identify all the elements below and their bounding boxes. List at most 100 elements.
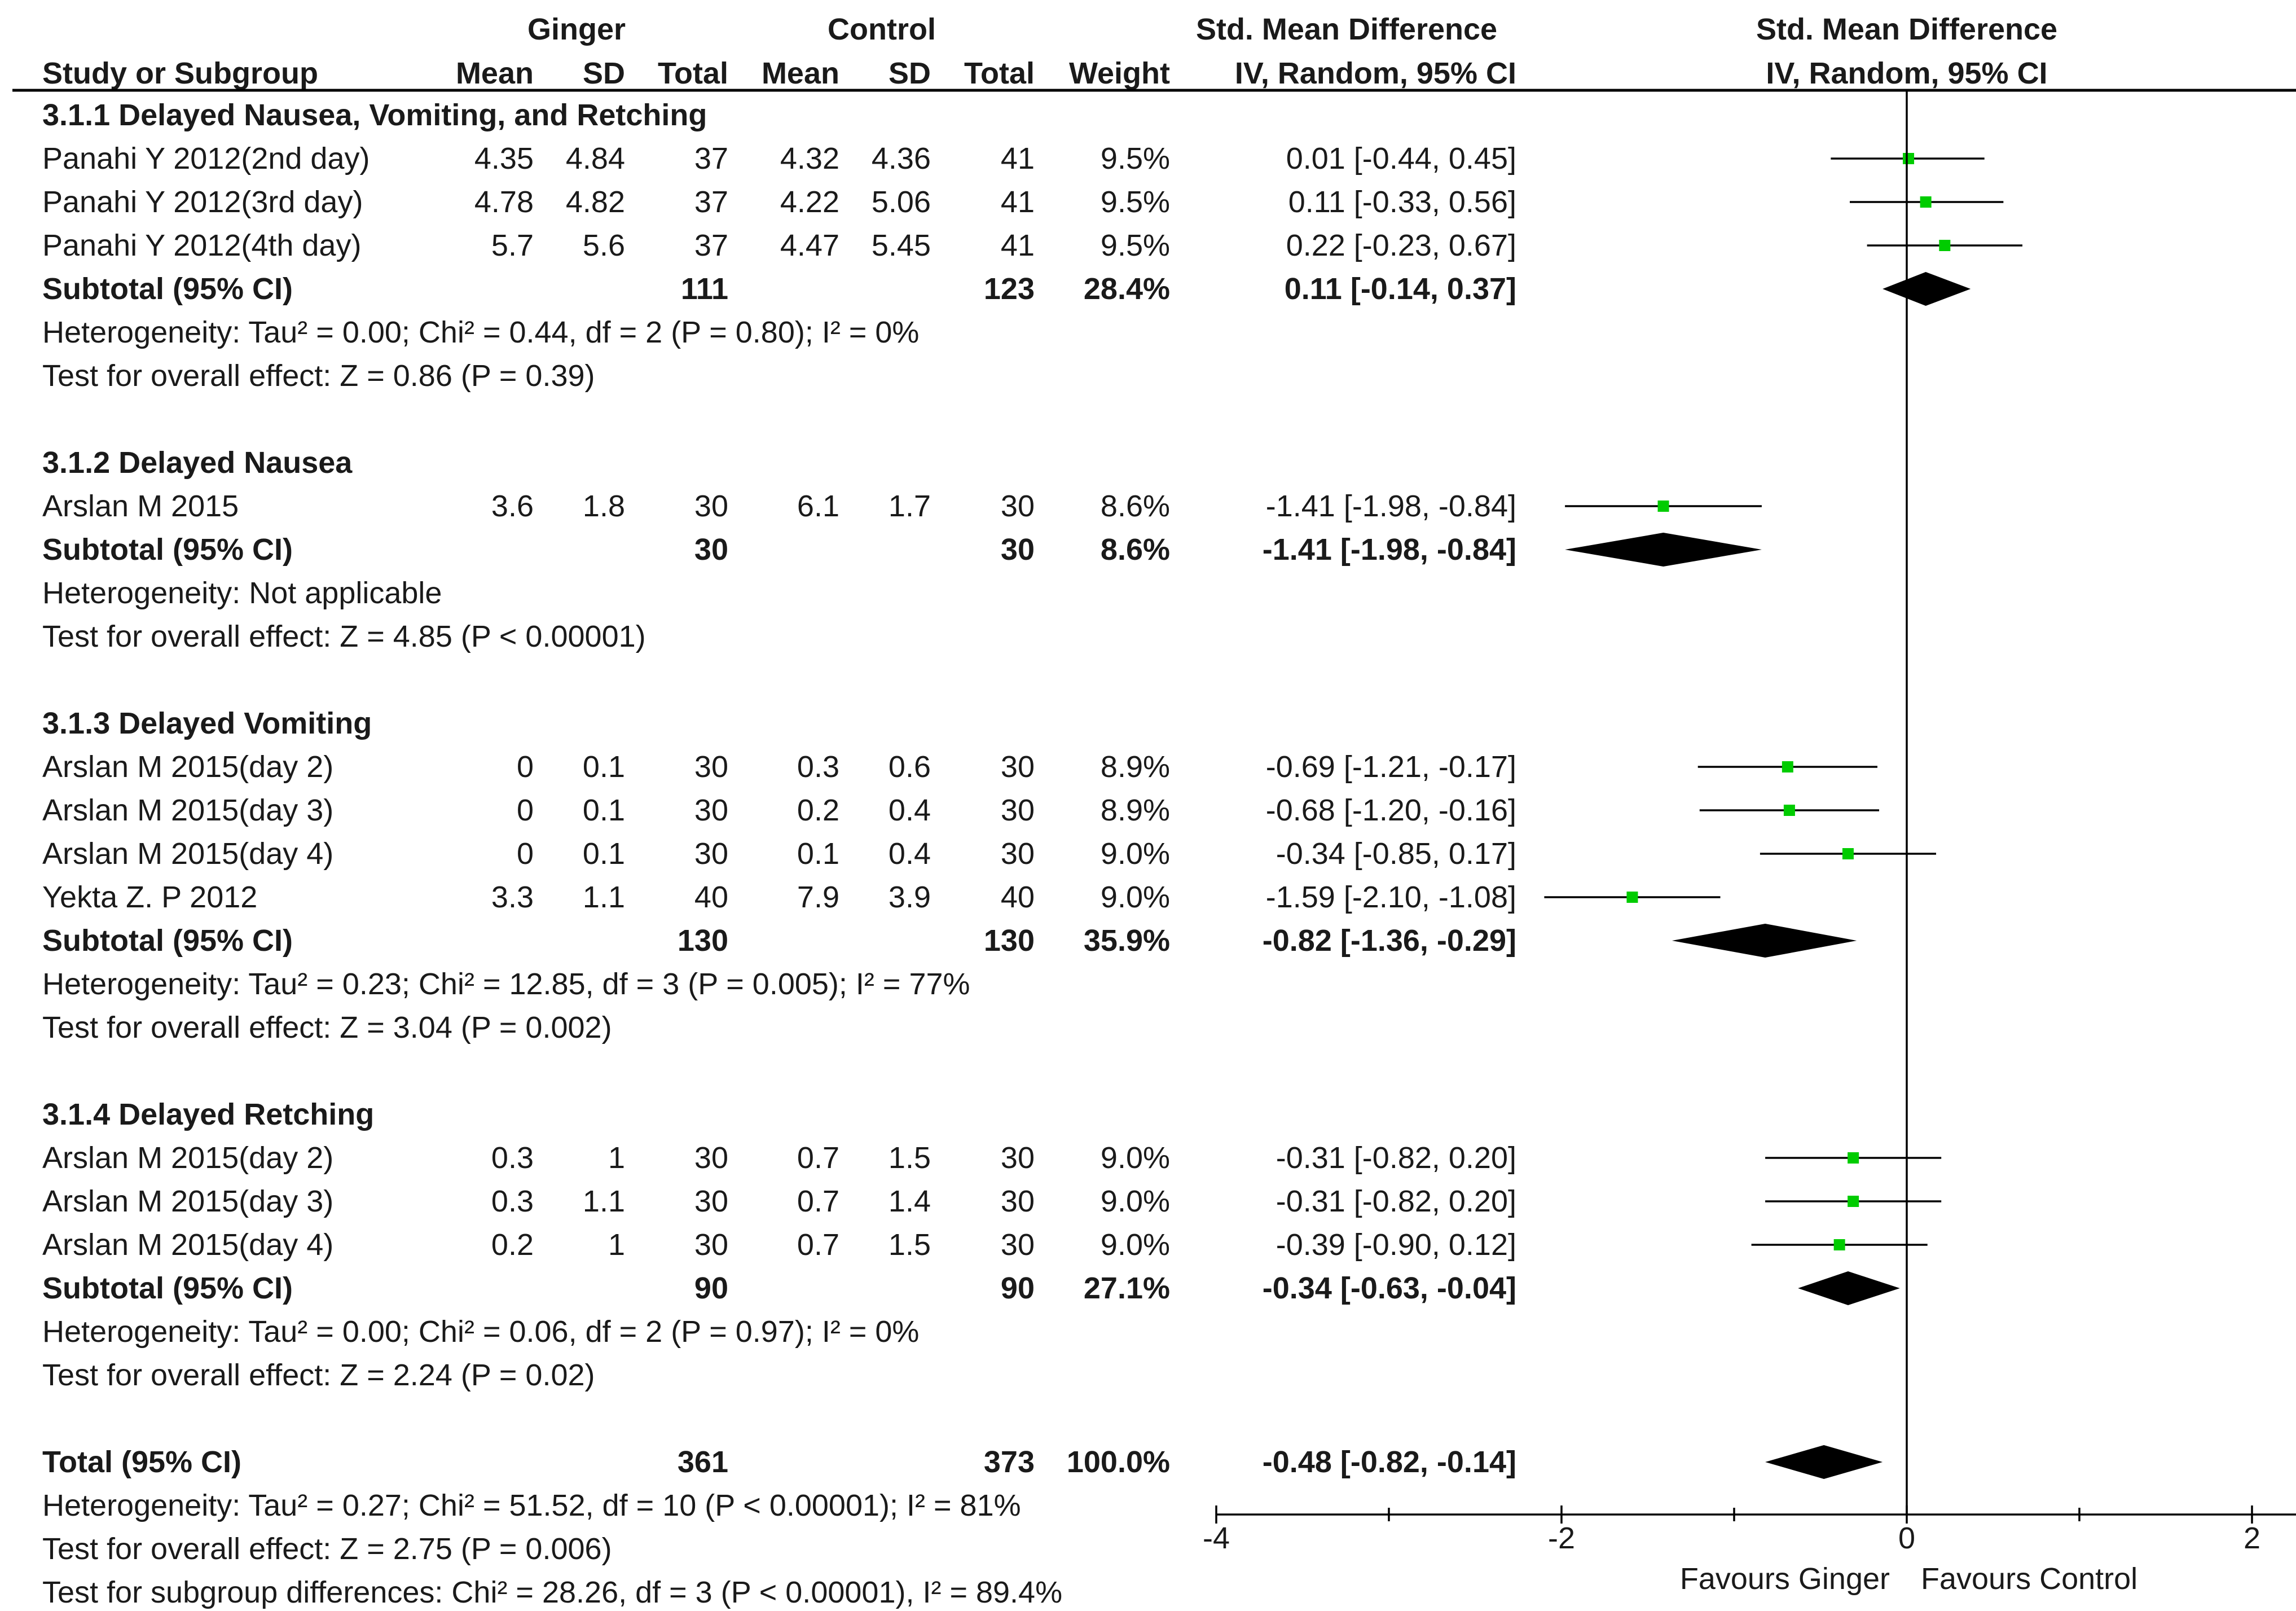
subtotal-diamond bbox=[1882, 272, 1971, 306]
study-point-estimate bbox=[1657, 501, 1669, 512]
study-name: Arslan M 2015(day 2) bbox=[42, 750, 333, 784]
study-ginger-mean: 5.7 bbox=[491, 229, 534, 262]
subtotal-diamond bbox=[1672, 924, 1857, 958]
study-control-sd: 1.4 bbox=[889, 1184, 931, 1218]
total-smd-ci: -0.48 [-0.82, -0.14] bbox=[1263, 1445, 1516, 1479]
subtotal-weight: 28.4% bbox=[1084, 272, 1170, 306]
study-ginger-sd: 5.6 bbox=[583, 229, 625, 262]
total-overall-effect: Test for overall effect: Z = 2.75 (P = 0… bbox=[42, 1532, 612, 1566]
study-control-sd: 4.36 bbox=[872, 142, 931, 175]
study-weight: 8.9% bbox=[1101, 750, 1170, 784]
study-point-estimate bbox=[1783, 805, 1795, 816]
study-name: Arslan M 2015(day 4) bbox=[42, 837, 333, 871]
study-ginger-total: 30 bbox=[694, 1228, 728, 1262]
study-name: Arslan M 2015(day 3) bbox=[42, 793, 333, 827]
study-weight: 9.0% bbox=[1101, 837, 1170, 871]
study-weight: 9.5% bbox=[1101, 142, 1170, 175]
study-control-total: 41 bbox=[1001, 229, 1035, 262]
study-weight: 9.0% bbox=[1101, 1141, 1170, 1175]
study-smd-ci: 0.22 [-0.23, 0.67] bbox=[1286, 229, 1516, 262]
study-smd-ci: -0.31 [-0.82, 0.20] bbox=[1276, 1184, 1516, 1218]
study-ginger-total: 40 bbox=[694, 880, 728, 914]
subgroup-overall-effect: Test for overall effect: Z = 2.24 (P = 0… bbox=[42, 1358, 595, 1392]
total-heterogeneity: Heterogeneity: Tau² = 0.27; Chi² = 51.52… bbox=[42, 1489, 1021, 1522]
study-point-estimate bbox=[1848, 1196, 1859, 1207]
study-control-sd: 1.7 bbox=[889, 489, 931, 523]
study-ginger-total: 37 bbox=[694, 142, 728, 175]
study-control-sd: 1.5 bbox=[889, 1141, 931, 1175]
header-study-or-subgroup: Study or Subgroup bbox=[42, 56, 318, 90]
study-ginger-total: 37 bbox=[694, 229, 728, 262]
study-control-total: 40 bbox=[1001, 880, 1035, 914]
subtotal-smd-ci: -0.82 [-1.36, -0.29] bbox=[1263, 924, 1516, 958]
study-control-total: 30 bbox=[1001, 1141, 1035, 1175]
header-smd-title-right: Std. Mean Difference bbox=[1756, 12, 2057, 46]
study-smd-ci: 0.01 [-0.44, 0.45] bbox=[1286, 142, 1516, 175]
header-control-mean: Mean bbox=[762, 56, 839, 90]
subtotal-ginger-total: 90 bbox=[694, 1271, 728, 1305]
subtotal-diamond bbox=[1798, 1271, 1900, 1305]
header-ginger-sd: SD bbox=[583, 56, 625, 90]
total-control: 373 bbox=[984, 1445, 1035, 1479]
study-control-sd: 0.6 bbox=[889, 750, 931, 784]
study-name: Panahi Y 2012(4th day) bbox=[42, 229, 361, 262]
study-point-estimate bbox=[1626, 892, 1638, 903]
x-axis-tick-label: -4 bbox=[1203, 1521, 1230, 1555]
study-ginger-sd: 4.82 bbox=[566, 185, 625, 219]
study-point-estimate bbox=[1848, 1152, 1859, 1164]
study-control-mean: 4.22 bbox=[780, 185, 839, 219]
header-ginger-total: Total bbox=[658, 56, 728, 90]
study-point-estimate bbox=[1833, 1239, 1845, 1250]
study-weight: 8.9% bbox=[1101, 793, 1170, 827]
x-axis-tick-label: 0 bbox=[1898, 1521, 1915, 1555]
study-control-total: 30 bbox=[1001, 837, 1035, 871]
study-ginger-mean: 0.3 bbox=[491, 1184, 534, 1218]
study-control-mean: 6.1 bbox=[797, 489, 839, 523]
study-control-total: 41 bbox=[1001, 185, 1035, 219]
subtotal-ginger-total: 130 bbox=[678, 924, 728, 958]
study-control-mean: 0.7 bbox=[797, 1141, 839, 1175]
study-control-mean: 0.7 bbox=[797, 1228, 839, 1262]
x-axis-tick-label: 2 bbox=[2244, 1521, 2260, 1555]
subgroup-overall-effect: Test for overall effect: Z = 3.04 (P = 0… bbox=[42, 1011, 612, 1044]
study-ginger-total: 30 bbox=[694, 1184, 728, 1218]
header-group-control: Control bbox=[828, 12, 936, 46]
study-ginger-total: 30 bbox=[694, 793, 728, 827]
subgroup-title: 3.1.3 Delayed Vomiting bbox=[42, 706, 372, 740]
study-smd-ci: -0.69 [-1.21, -0.17] bbox=[1266, 750, 1516, 784]
header-smd-sub-left: IV, Random, 95% CI bbox=[1235, 56, 1516, 90]
study-point-estimate bbox=[1920, 196, 1932, 208]
study-control-mean: 0.2 bbox=[797, 793, 839, 827]
study-smd-ci: -0.31 [-0.82, 0.20] bbox=[1276, 1141, 1516, 1175]
subtotal-control-total: 130 bbox=[984, 924, 1035, 958]
subgroup-heterogeneity: Heterogeneity: Not applicable bbox=[42, 576, 442, 610]
study-smd-ci: -0.68 [-1.20, -0.16] bbox=[1266, 793, 1516, 827]
study-ginger-mean: 4.35 bbox=[474, 142, 534, 175]
study-control-mean: 4.32 bbox=[780, 142, 839, 175]
subgroup-title: 3.1.1 Delayed Nausea, Vomiting, and Retc… bbox=[42, 98, 707, 132]
header-control-sd: SD bbox=[889, 56, 931, 90]
study-control-mean: 0.7 bbox=[797, 1184, 839, 1218]
study-control-sd: 0.4 bbox=[889, 793, 931, 827]
subtotal-control-total: 123 bbox=[984, 272, 1035, 306]
study-weight: 9.5% bbox=[1101, 185, 1170, 219]
header-weight: Weight bbox=[1069, 56, 1170, 90]
study-ginger-total: 30 bbox=[694, 750, 728, 784]
study-ginger-mean: 0 bbox=[517, 793, 534, 827]
study-control-total: 41 bbox=[1001, 142, 1035, 175]
study-control-mean: 7.9 bbox=[797, 880, 839, 914]
study-name: Yekta Z. P 2012 bbox=[42, 880, 257, 914]
study-control-mean: 0.3 bbox=[797, 750, 839, 784]
study-control-total: 30 bbox=[1001, 750, 1035, 784]
subtotal-label: Subtotal (95% CI) bbox=[42, 1271, 293, 1305]
subtotal-weight: 8.6% bbox=[1101, 533, 1170, 567]
subtotal-ginger-total: 111 bbox=[681, 272, 728, 306]
study-ginger-mean: 3.3 bbox=[491, 880, 534, 914]
subgroup-heterogeneity: Heterogeneity: Tau² = 0.00; Chi² = 0.06,… bbox=[42, 1315, 919, 1349]
subgroup-title: 3.1.4 Delayed Retching bbox=[42, 1098, 374, 1131]
study-name: Arslan M 2015 bbox=[42, 489, 239, 523]
subgroup-title: 3.1.2 Delayed Nausea bbox=[42, 446, 353, 480]
study-weight: 9.5% bbox=[1101, 229, 1170, 262]
subgroup-overall-effect: Test for overall effect: Z = 4.85 (P < 0… bbox=[42, 620, 646, 653]
